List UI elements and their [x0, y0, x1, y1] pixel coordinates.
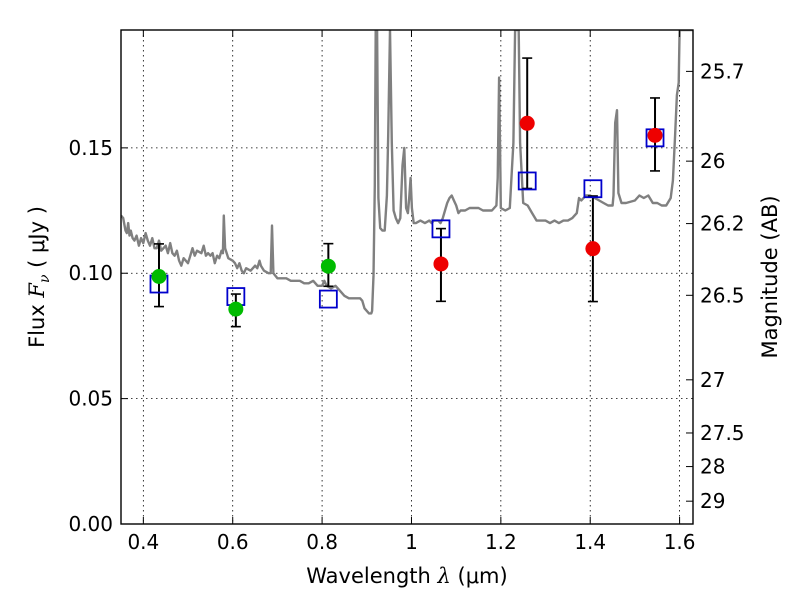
- red-data-point: [647, 127, 663, 143]
- x-axis-title: Wavelength λ (μm): [306, 564, 507, 588]
- red-data-point: [519, 115, 535, 131]
- y2-axis-title: Magnitude (AB): [758, 195, 782, 358]
- x-tick-label: 0.4: [127, 530, 159, 554]
- green-data-point: [228, 301, 244, 317]
- green-data-point: [151, 268, 167, 284]
- y-tick-label: 0.15: [68, 136, 113, 160]
- plot-frame: [120, 29, 694, 525]
- y-tick-label: 0.10: [68, 261, 113, 285]
- y-tick-label: 0.05: [68, 387, 113, 411]
- x-tick-label: 1.6: [664, 530, 696, 554]
- observed-points: [151, 115, 663, 317]
- y2-tick-label: 29: [700, 489, 725, 513]
- ticks: 0.4 0.6 0.8 1 1.2 1.4 1.6 0.00 0.05 0.10 0.15 25.7 2…: [68, 30, 745, 554]
- model-points: [149, 128, 665, 309]
- y2-tick-label: 27.5: [700, 421, 745, 445]
- model-square-marker: [517, 171, 537, 191]
- x-tick-label: 0.8: [306, 530, 338, 554]
- red-data-point: [585, 241, 601, 257]
- green-data-point: [320, 258, 336, 274]
- y2-tick-label: 26.5: [700, 283, 745, 307]
- y2-tick-label: 27: [700, 368, 725, 392]
- model-square-marker: [431, 219, 451, 239]
- model-square-marker: [318, 289, 338, 309]
- y2-tick-label: 25.7: [700, 59, 745, 83]
- y2-tick-label: 26: [700, 149, 725, 173]
- spectrum-line: [121, 30, 693, 315]
- x-tick-label: 1: [405, 530, 418, 554]
- x-tick-label: 1.2: [485, 530, 517, 554]
- red-data-point: [433, 256, 449, 272]
- y-tick-label: 0.00: [68, 512, 113, 536]
- y2-tick-label: 28: [700, 455, 725, 479]
- y2-tick-label: 26.2: [700, 212, 745, 236]
- grid: [121, 30, 693, 525]
- x-tick-label: 0.6: [217, 530, 249, 554]
- model-square-marker: [583, 179, 603, 199]
- y-axis-title: Flux Fν ( μJy ): [25, 206, 53, 348]
- x-tick-label: 1.4: [574, 530, 606, 554]
